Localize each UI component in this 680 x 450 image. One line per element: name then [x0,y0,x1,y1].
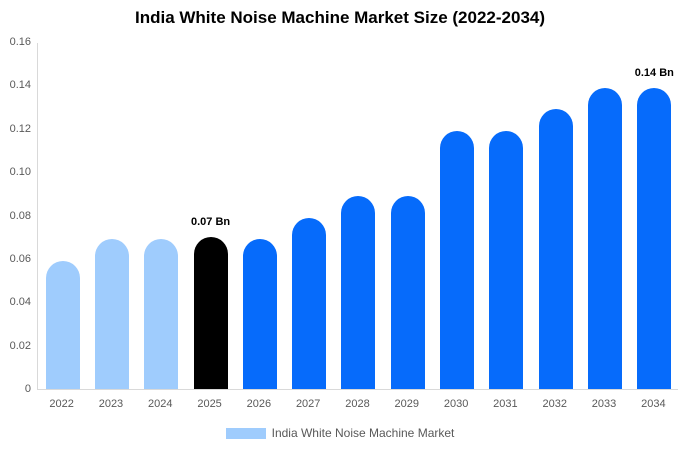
bar-2031[interactable] [489,130,524,389]
y-tick-label: 0.02 [9,339,31,352]
bar-2030[interactable] [440,130,475,389]
x-tick-label: 2026 [246,398,272,410]
bar-2029[interactable] [390,195,425,389]
x-tick-label: 2034 [641,398,666,410]
bar-2023[interactable] [94,239,129,389]
x-tick-label: 2033 [591,398,617,410]
bar-slot-2030 [432,43,481,389]
bar-2032[interactable] [538,109,573,389]
x-tick-label: 2029 [394,398,420,410]
bar-2024[interactable] [144,239,179,389]
legend-item[interactable]: India White Noise Machine Market [0,426,680,440]
bar-slot-2031 [482,43,531,389]
bar-value-label: 0.07 Bn [190,216,231,229]
bar-slot-2033 [580,43,629,389]
x-tick-label: 2032 [542,398,567,410]
bar-2022[interactable] [45,261,80,389]
bar-slot-2032 [531,43,580,389]
bar-slot-2022 [38,43,87,389]
y-tick-label: 0.10 [9,166,31,179]
bar-slot-2026 [235,43,284,389]
bar-2026[interactable] [242,239,277,389]
x-tick-label: 2028 [345,398,370,410]
legend-label: India White Noise Machine Market [271,426,455,440]
x-tick-label: 2031 [493,398,518,410]
x-tick-label: 2030 [443,398,469,410]
x-tick-label: 2022 [49,398,74,410]
bar-value-label: 0.14 Bn [634,66,674,79]
bar-slot-2025: 0.07 Bn [186,43,235,389]
y-tick-label: 0.08 [9,209,31,222]
y-tick-label: 0.12 [9,122,31,135]
bar-2028[interactable] [341,195,376,389]
x-tick-label: 2024 [148,398,173,410]
bar-slot-2029 [383,43,432,389]
legend-swatch-icon [225,427,266,439]
x-tick-label: 2023 [98,398,124,410]
bar-slot-2023 [87,43,136,389]
chart-title: India White Noise Machine Market Size (2… [134,8,546,27]
bar-2025[interactable] [193,237,228,389]
y-tick-label: 0.06 [9,252,31,265]
x-tick-label: 2027 [295,398,321,410]
bar-2034[interactable] [637,87,672,389]
bar-slot-2034: 0.14 Bn [630,43,679,389]
plot-area: 0.07 Bn 0.14 Bn [37,43,678,390]
x-tick-label: 2025 [197,398,222,410]
bar-slot-2024 [137,43,186,389]
bar-2027[interactable] [292,217,327,389]
y-tick-label: 0.04 [9,296,31,309]
bar-slot-2028 [334,43,383,389]
y-tick-label: 0.14 [9,79,31,92]
bar-slot-2027 [285,43,334,389]
bar-2033[interactable] [588,87,623,389]
y-tick-label: 0 [24,383,31,395]
y-tick-label: 0.16 [9,36,31,48]
